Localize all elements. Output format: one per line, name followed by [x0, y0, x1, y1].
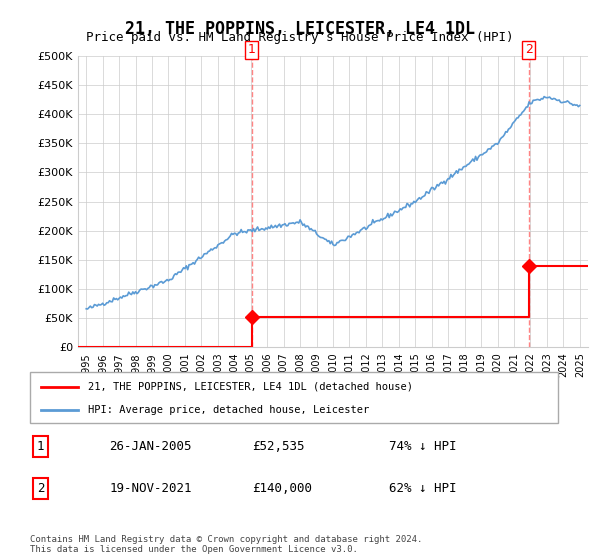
Text: 2: 2	[37, 482, 44, 495]
Text: Contains HM Land Registry data © Crown copyright and database right 2024.
This d: Contains HM Land Registry data © Crown c…	[30, 535, 422, 554]
Text: £52,535: £52,535	[252, 440, 304, 453]
Text: 26-JAN-2005: 26-JAN-2005	[109, 440, 192, 453]
Text: HPI: Average price, detached house, Leicester: HPI: Average price, detached house, Leic…	[88, 405, 370, 415]
Text: 19-NOV-2021: 19-NOV-2021	[109, 482, 192, 495]
Text: 2: 2	[524, 43, 533, 56]
Text: £140,000: £140,000	[252, 482, 312, 495]
FancyBboxPatch shape	[30, 372, 558, 423]
Text: 1: 1	[37, 440, 44, 453]
Text: 1: 1	[248, 43, 256, 56]
Text: 21, THE POPPINS, LEICESTER, LE4 1DL: 21, THE POPPINS, LEICESTER, LE4 1DL	[125, 20, 475, 38]
Text: 62% ↓ HPI: 62% ↓ HPI	[389, 482, 457, 495]
Text: Price paid vs. HM Land Registry's House Price Index (HPI): Price paid vs. HM Land Registry's House …	[86, 31, 514, 44]
Text: 74% ↓ HPI: 74% ↓ HPI	[389, 440, 457, 453]
Text: 21, THE POPPINS, LEICESTER, LE4 1DL (detached house): 21, THE POPPINS, LEICESTER, LE4 1DL (det…	[88, 381, 413, 391]
